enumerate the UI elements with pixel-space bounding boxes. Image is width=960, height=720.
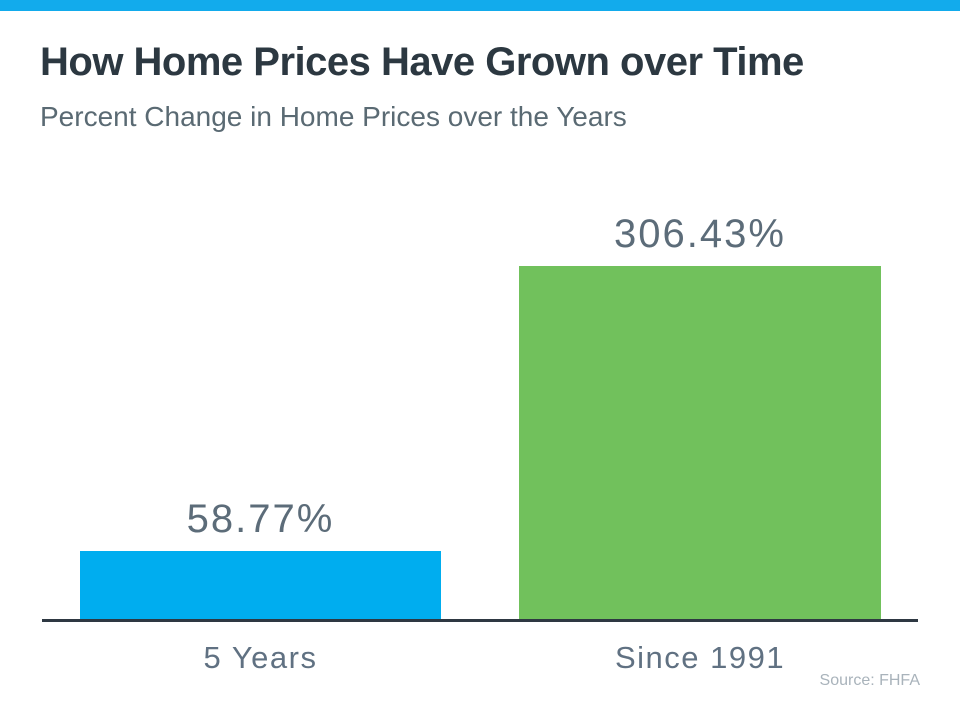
category-label-5-years: 5 Years [203,640,318,675]
category-label-since-1991: Since 1991 [614,640,786,675]
source-attribution: Source: FHFA [819,672,920,689]
brand-accent-bar [0,0,960,11]
bar-since-1991 [519,266,881,619]
x-axis-line [42,619,918,622]
value-label-since-1991: 306.43% [614,212,786,256]
chart-subtitle: Percent Change in Home Prices over the Y… [40,101,627,132]
bar-group-5-years: 58.77% 5 Years [80,499,441,673]
chart-title: How Home Prices Have Grown over Time [40,40,804,84]
bar-5-years [80,551,441,619]
bar-group-since-1991: 306.43% Since 1991 [519,214,881,673]
value-label-5-years: 58.77% [186,497,335,541]
